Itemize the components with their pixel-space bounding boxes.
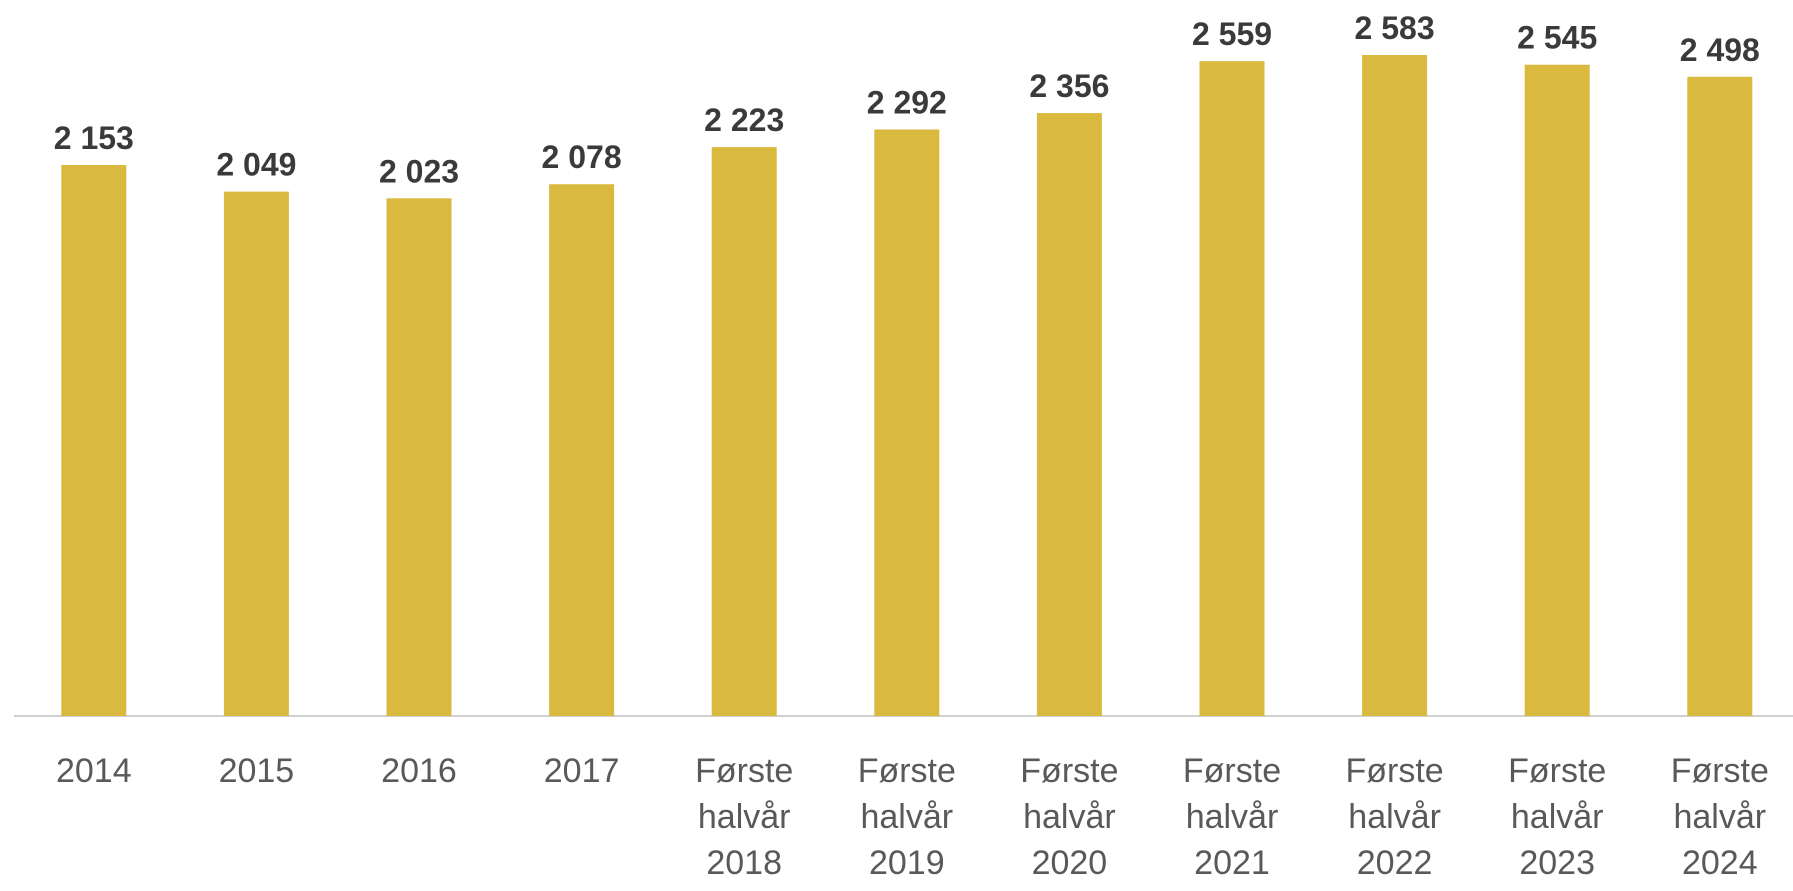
bar [711, 147, 777, 717]
value-label: 2 559 [1192, 16, 1272, 52]
bar [223, 191, 289, 717]
value-label: 2 049 [216, 147, 296, 183]
bar [874, 129, 940, 716]
bar [1199, 61, 1265, 716]
value-label: 2 153 [54, 120, 134, 156]
value-label: 2 545 [1517, 20, 1597, 56]
value-label: 2 023 [379, 153, 459, 189]
value-label: 2 356 [1029, 68, 1109, 104]
x-tick-label: 2017 [543, 752, 620, 790]
bar [1362, 55, 1428, 716]
bar [1687, 76, 1753, 717]
x-tick-label: 2016 [381, 752, 457, 790]
bar [549, 184, 615, 716]
x-tick-label: Første halvår 2019 [857, 752, 956, 882]
x-tick-label: Første halvår 2018 [695, 752, 794, 882]
value-label: 2 292 [867, 84, 947, 120]
x-tick-label: 2014 [55, 752, 132, 790]
value-label: 2 583 [1355, 10, 1435, 46]
bar [386, 198, 452, 717]
x-tick-label: Første halvår 2022 [1345, 752, 1444, 882]
value-label: 2 078 [542, 139, 622, 175]
x-tick-label: Første halvår 2023 [1508, 752, 1607, 882]
bar [1036, 113, 1102, 716]
x-tick-label: Første halvår 2020 [1020, 752, 1119, 882]
x-tick-label: 2015 [218, 752, 295, 790]
bar [1524, 64, 1590, 716]
x-tick-label: Første halvår 2021 [1182, 752, 1282, 882]
value-label: 2 223 [704, 102, 784, 138]
value-label: 2 498 [1680, 32, 1760, 68]
x-tick-label: Første halvår 2024 [1670, 752, 1769, 882]
bar [61, 165, 127, 717]
